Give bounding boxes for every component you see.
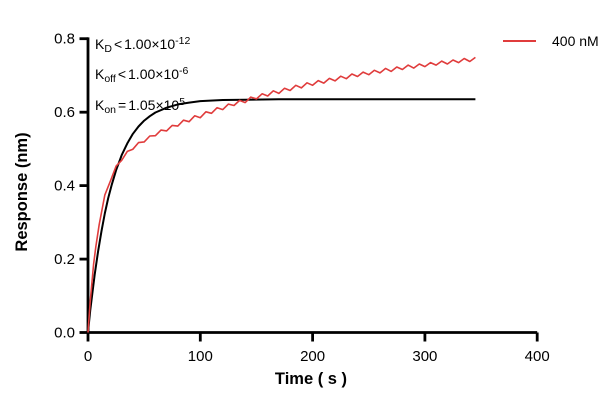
koff-operator: <	[117, 66, 127, 83]
kinetics-annotation: KD <1.00×10-12 Koff <1.00×10-6 Kon = 1.05×10…	[95, 30, 190, 121]
kon-operator: =	[118, 96, 127, 113]
x-tick-label-200: 200	[300, 348, 325, 365]
y-tick-label-0.4: 0.4	[54, 178, 75, 195]
x-tick-label-400: 400	[525, 348, 550, 365]
y-tick-labels: 0.8 0.6 0.4 0.2 0.0	[54, 31, 75, 342]
kon-exponent: 5	[179, 95, 186, 108]
legend: 400 nM	[503, 33, 599, 49]
legend-line-swatch	[503, 40, 536, 42]
kd-subscript: D	[104, 43, 112, 55]
x-axis-title: Time ( s )	[275, 370, 347, 388]
y-tick-label-0.8: 0.8	[54, 31, 75, 48]
kd-value: 1.00×10	[124, 36, 176, 52]
x-tick-label-300: 300	[412, 348, 437, 365]
kd-line: KD <1.00×10-12	[95, 30, 190, 60]
kon-symbol: K	[95, 96, 105, 113]
koff-exponent: -6	[179, 65, 189, 78]
koff-line: Koff <1.00×10-6	[95, 60, 190, 90]
x-tick-label-0: 0	[84, 348, 92, 365]
x-tick-labels: 0 100 200 300 400	[84, 348, 550, 365]
legend-label: 400 nM	[552, 33, 599, 49]
measured-curve	[87, 56, 476, 333]
koff-symbol: K	[95, 66, 105, 83]
y-tick-label-0.0: 0.0	[54, 325, 75, 342]
kon-subscript: on	[104, 103, 117, 116]
kd-symbol: K	[95, 36, 105, 52]
fit-curve	[87, 98, 476, 333]
y-tick-label-0.2: 0.2	[54, 251, 75, 268]
kd-exponent: -12	[175, 35, 191, 47]
kd-operator: <	[113, 36, 123, 52]
x-tick-label-100: 100	[188, 348, 213, 365]
y-tick-label-0.6: 0.6	[54, 104, 75, 121]
koff-subscript: off	[104, 73, 116, 86]
kon-value: 1.05×10	[128, 96, 180, 113]
y-axis-title: Response (nm)	[13, 132, 31, 251]
koff-value: 1.00×10	[128, 66, 180, 83]
kon-line: Kon = 1.05×105	[95, 91, 190, 121]
